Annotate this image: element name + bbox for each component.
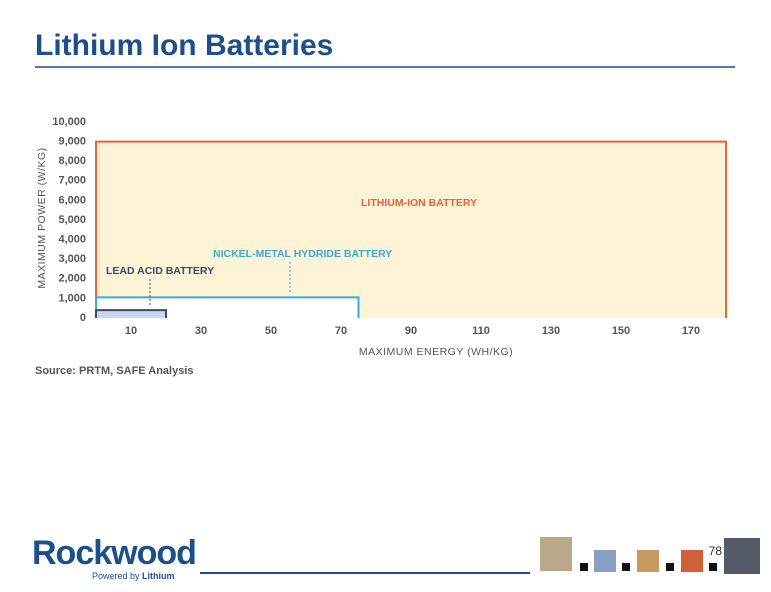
logo: Rockwood xyxy=(32,534,196,572)
x-tick-label: 50 xyxy=(265,325,277,337)
series-label: NICKEL-METAL HYDRIDE BATTERY xyxy=(213,248,392,260)
y-tick-label: 3,000 xyxy=(58,253,86,265)
x-tick-label: 70 xyxy=(335,325,347,337)
x-tick-label: 90 xyxy=(405,325,417,337)
bullet xyxy=(580,563,588,571)
tagline-bold: Lithium xyxy=(142,571,175,581)
logo-tagline: Powered by Lithium xyxy=(92,571,175,581)
region xyxy=(95,140,727,318)
y-tick-label: 8,000 xyxy=(58,155,86,167)
series-label: LEAD ACID BATTERY xyxy=(106,265,214,277)
tagline-text: Powered by xyxy=(92,571,140,581)
region xyxy=(95,309,167,318)
x-tick-label: 130 xyxy=(542,325,560,337)
x-tick-label: 150 xyxy=(612,325,630,337)
thumbnail xyxy=(540,537,572,571)
bullet xyxy=(622,563,630,571)
thumbnail xyxy=(594,550,616,572)
y-tick-label: 1,000 xyxy=(58,292,86,304)
y-tick-label: 0 xyxy=(80,312,86,324)
bullet xyxy=(666,563,674,571)
slide-title: Lithium Ion Batteries xyxy=(35,29,333,62)
x-axis-label: MAXIMUM ENERGY (WH/KG) xyxy=(359,346,513,358)
thumbnail xyxy=(681,550,703,572)
x-tick-label: 170 xyxy=(682,325,700,337)
page-number: 78 xyxy=(709,544,723,558)
chart: 0 1,000 2,000 3,000 4,000 5,000 6,000 7,000 8,00… xyxy=(36,116,727,358)
y-tick-label: 9,000 xyxy=(58,136,86,148)
y-tick-label: 6,000 xyxy=(58,194,86,206)
source-note: Source: PRTM, SAFE Analysis xyxy=(35,365,194,377)
y-tick-label: 5,000 xyxy=(58,214,86,226)
x-tick-label: 10 xyxy=(125,325,137,337)
thumbnail xyxy=(724,538,760,574)
x-tick-label: 30 xyxy=(195,325,207,337)
y-axis-label: MAXIMUM POWER (W/KG) xyxy=(36,147,48,288)
x-tick-label: 110 xyxy=(472,325,490,337)
bullet xyxy=(709,563,717,571)
y-tick-label: 2,000 xyxy=(58,273,86,285)
y-tick-label: 7,000 xyxy=(58,175,86,187)
series-label: LITHIUM-ION BATTERY xyxy=(361,197,477,209)
thumbnail xyxy=(637,550,659,572)
y-tick-label: 10,000 xyxy=(52,116,86,128)
y-tick-label: 4,000 xyxy=(58,234,86,246)
